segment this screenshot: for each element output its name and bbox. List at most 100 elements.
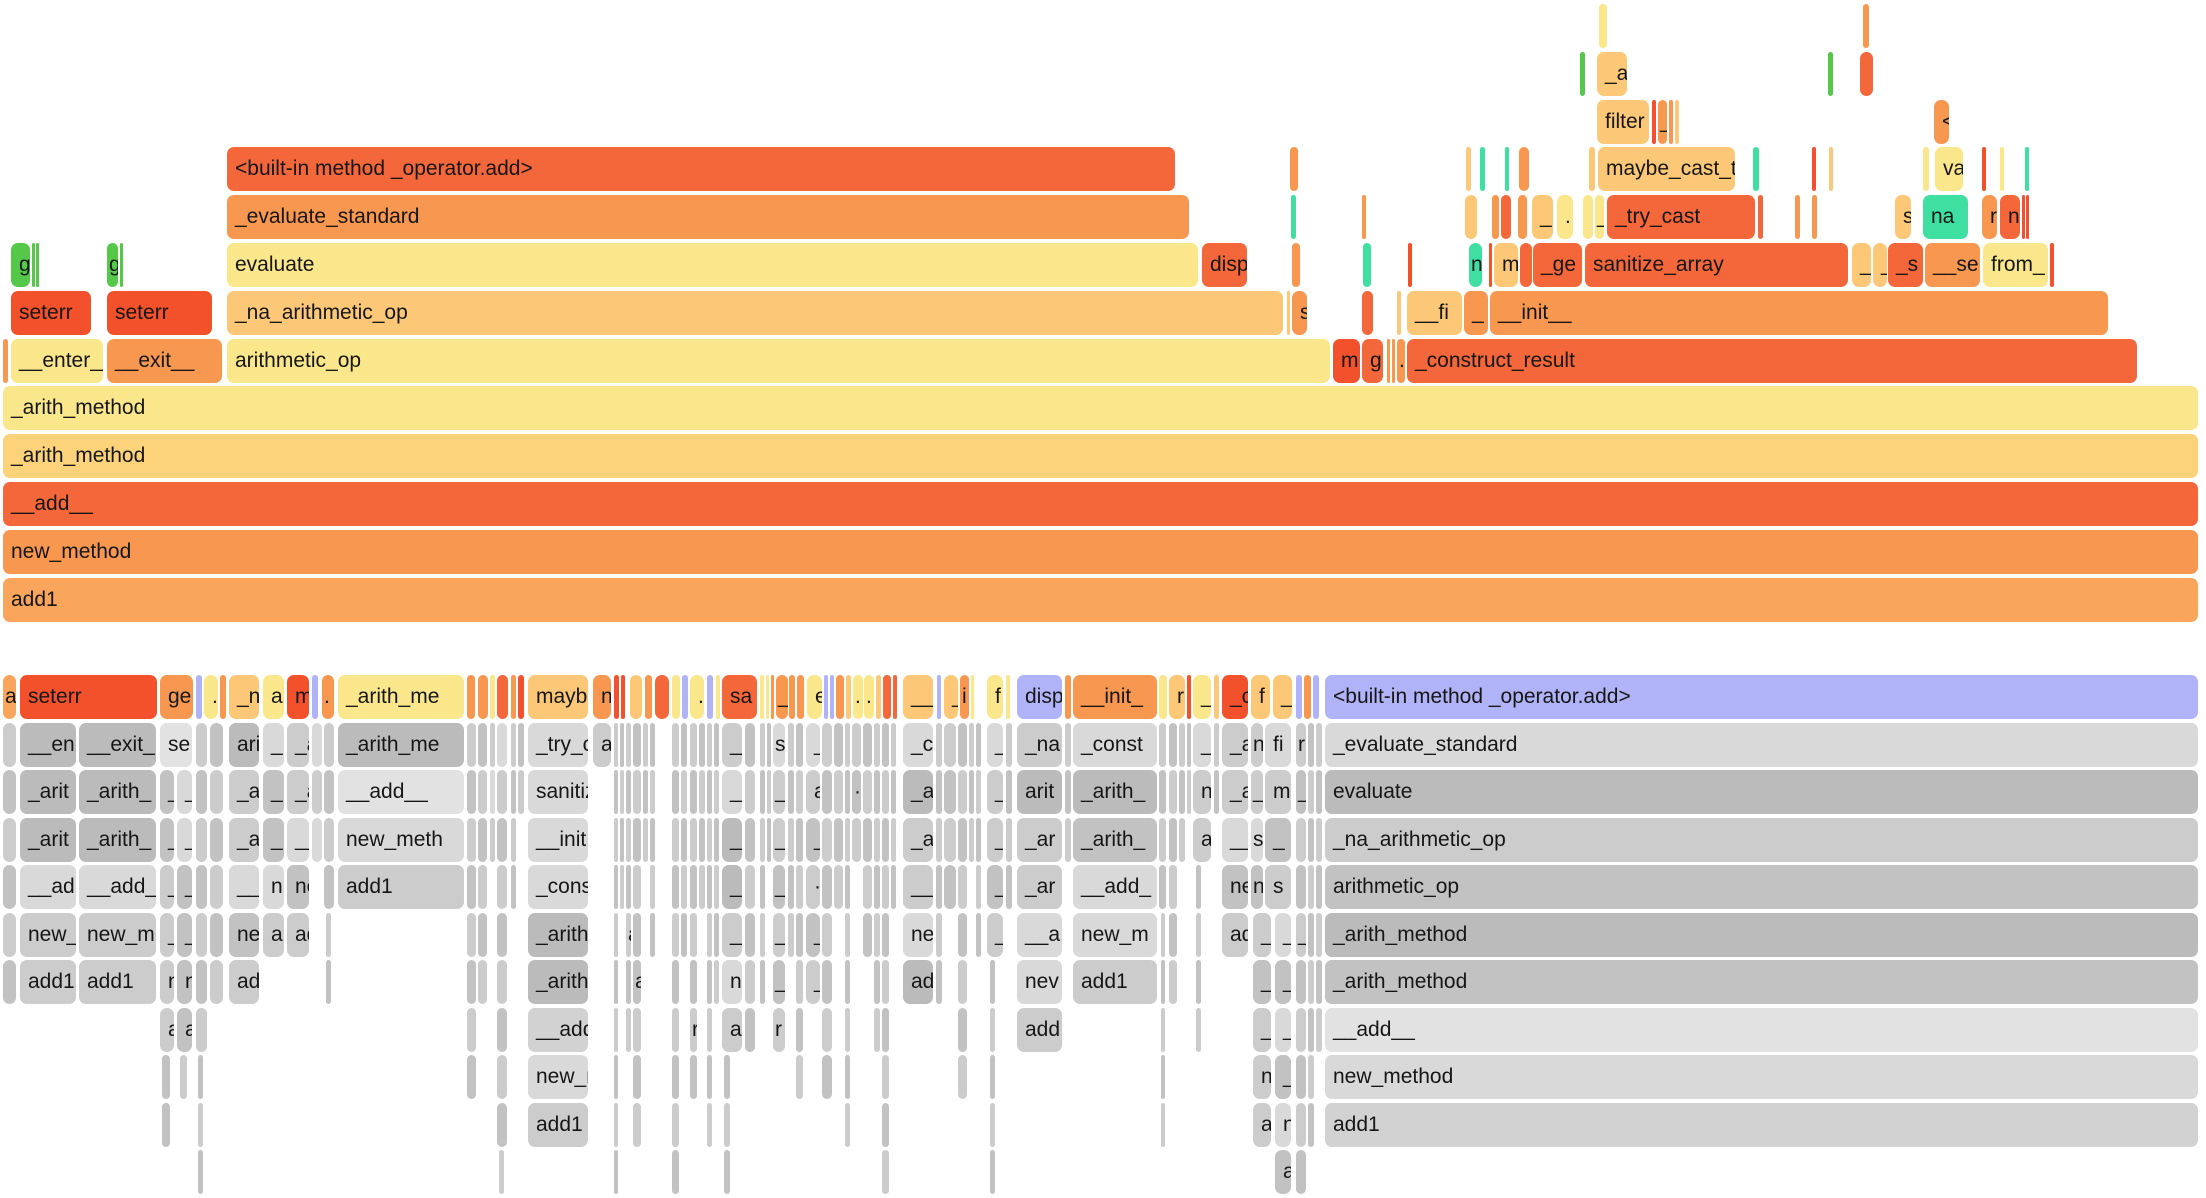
flame-frame[interactable] bbox=[699, 817, 705, 862]
flame-frame-_[interactable]: _ bbox=[263, 817, 284, 862]
flame-frame[interactable] bbox=[1296, 865, 1306, 909]
flame-frame[interactable] bbox=[824, 675, 828, 719]
flame-frame[interactable] bbox=[714, 770, 719, 814]
flame-frame[interactable] bbox=[1065, 722, 1071, 767]
flame-frame-__[interactable]: __ bbox=[722, 912, 742, 957]
flame-frame-n[interactable]: n bbox=[1193, 770, 1211, 814]
flame-frame-_[interactable]: _ bbox=[944, 675, 958, 719]
flame-frame[interactable] bbox=[210, 817, 223, 862]
flame-frame-_const[interactable]: _const bbox=[1073, 722, 1157, 767]
flame-frame[interactable] bbox=[714, 817, 719, 862]
flame-frame[interactable] bbox=[1006, 675, 1010, 719]
flame-frame-__init__[interactable]: __init__ bbox=[1490, 290, 2108, 335]
flame-frame[interactable] bbox=[882, 1007, 889, 1052]
flame-frame[interactable] bbox=[863, 770, 872, 814]
flame-frame[interactable] bbox=[1159, 770, 1166, 814]
flame-frame-a[interactable]: a bbox=[263, 675, 284, 719]
flame-frame[interactable] bbox=[874, 1007, 880, 1052]
flame-frame[interactable] bbox=[1308, 817, 1314, 862]
flame-frame-__add__[interactable]: __add__ bbox=[1325, 1007, 2198, 1052]
flame-frame[interactable] bbox=[1187, 722, 1191, 767]
flame-frame-_[interactable]: _ bbox=[1251, 770, 1263, 814]
flame-frame[interactable] bbox=[672, 675, 680, 719]
flame-frame[interactable] bbox=[1196, 912, 1201, 957]
flame-frame[interactable] bbox=[2050, 243, 2054, 287]
flame-frame[interactable] bbox=[650, 912, 655, 957]
flame-frame-seterr[interactable]: seterr bbox=[11, 290, 91, 335]
flame-frame-_arith_method[interactable]: _arith_method bbox=[3, 434, 2198, 479]
flame-frame[interactable] bbox=[614, 1007, 618, 1052]
flame-frame[interactable] bbox=[478, 960, 487, 1004]
flame-frame-add1[interactable]: add1 bbox=[528, 1102, 588, 1147]
flame-frame-arit[interactable]: arit bbox=[1017, 770, 1062, 814]
flame-frame[interactable] bbox=[1308, 865, 1314, 909]
flame-frame-ari[interactable]: ari bbox=[229, 722, 259, 767]
flame-frame[interactable] bbox=[1161, 912, 1165, 957]
flame-frame-new_method[interactable]: new_method bbox=[1325, 1055, 2198, 1099]
flame-frame-builtinmethod_operatoradd[interactable]: <built-in method _operator.add> bbox=[1325, 675, 2198, 719]
flame-frame-[interactable]: < bbox=[1934, 99, 1949, 144]
flame-frame-__add__[interactable]: __add__ bbox=[338, 770, 464, 814]
flame-frame[interactable] bbox=[716, 675, 720, 719]
flame-frame[interactable] bbox=[1214, 675, 1219, 719]
flame-frame[interactable] bbox=[180, 1055, 187, 1099]
flame-frame-_[interactable]: _ bbox=[1275, 1007, 1291, 1052]
flame-frame[interactable] bbox=[822, 912, 832, 957]
flame-frame[interactable] bbox=[312, 675, 318, 719]
flame-frame[interactable] bbox=[958, 770, 967, 814]
flame-frame-n[interactable]: n bbox=[263, 865, 284, 909]
flame-frame[interactable] bbox=[650, 817, 655, 862]
flame-frame[interactable] bbox=[707, 1055, 712, 1099]
flame-frame-[interactable]: . bbox=[690, 675, 704, 719]
flame-frame-i[interactable]: i bbox=[960, 675, 969, 719]
flame-frame-n[interactable]: n bbox=[1253, 1055, 1271, 1099]
flame-frame-g[interactable]: g bbox=[107, 243, 118, 287]
flame-frame[interactable] bbox=[1308, 912, 1314, 957]
flame-frame[interactable] bbox=[1169, 865, 1177, 909]
flame-frame-f[interactable]: f bbox=[1251, 675, 1270, 719]
flame-frame[interactable] bbox=[478, 675, 488, 719]
flame-frame[interactable] bbox=[511, 675, 516, 719]
flame-frame[interactable] bbox=[626, 865, 631, 909]
flame-frame-_[interactable]: _ bbox=[1193, 722, 1211, 767]
flame-frame[interactable] bbox=[990, 1150, 995, 1194]
flame-frame[interactable] bbox=[614, 722, 618, 767]
flame-frame-g[interactable]: g bbox=[11, 243, 30, 287]
flame-frame[interactable] bbox=[499, 1150, 504, 1194]
flame-frame[interactable] bbox=[990, 1055, 995, 1099]
flame-frame-evaluate[interactable]: evaluate bbox=[227, 243, 1198, 287]
flame-frame[interactable] bbox=[620, 817, 624, 862]
flame-frame-g[interactable]: g bbox=[1362, 338, 1383, 383]
flame-frame[interactable] bbox=[891, 817, 896, 862]
flame-frame[interactable] bbox=[958, 1055, 967, 1099]
flame-frame[interactable] bbox=[467, 960, 476, 1004]
flame-frame[interactable] bbox=[312, 817, 322, 862]
flame-frame-fi[interactable]: fi bbox=[1265, 722, 1291, 767]
flame-frame[interactable] bbox=[690, 770, 697, 814]
flame-frame[interactable] bbox=[3, 912, 16, 957]
flame-frame[interactable] bbox=[976, 865, 981, 909]
flame-frame[interactable] bbox=[1291, 195, 1296, 240]
flame-frame-_[interactable]: _ bbox=[1253, 912, 1271, 957]
flame-frame[interactable] bbox=[1580, 51, 1585, 96]
flame-frame[interactable] bbox=[511, 865, 516, 909]
flame-frame[interactable] bbox=[707, 960, 712, 1004]
flame-frame[interactable] bbox=[830, 675, 834, 719]
flame-frame[interactable] bbox=[162, 1102, 170, 1147]
flame-frame-_[interactable]: _ bbox=[773, 817, 785, 862]
flame-frame[interactable] bbox=[796, 722, 803, 767]
flame-frame-disp[interactable]: disp bbox=[1202, 243, 1247, 287]
flame-frame[interactable] bbox=[1006, 865, 1012, 909]
flame-frame-_[interactable]: _ bbox=[806, 912, 820, 957]
flame-frame[interactable] bbox=[707, 1102, 712, 1147]
flame-frame[interactable] bbox=[467, 1007, 476, 1052]
flame-frame[interactable] bbox=[3, 338, 8, 383]
flame-frame[interactable] bbox=[614, 960, 618, 1004]
flame-frame-se[interactable]: se bbox=[160, 722, 192, 767]
flame-frame[interactable] bbox=[1308, 770, 1314, 814]
flame-frame-_[interactable]: _ bbox=[987, 912, 1003, 957]
flame-frame-a[interactable]: a bbox=[633, 960, 641, 1004]
flame-frame[interactable] bbox=[620, 770, 624, 814]
flame-frame[interactable] bbox=[767, 722, 771, 767]
flame-frame[interactable] bbox=[655, 675, 669, 719]
